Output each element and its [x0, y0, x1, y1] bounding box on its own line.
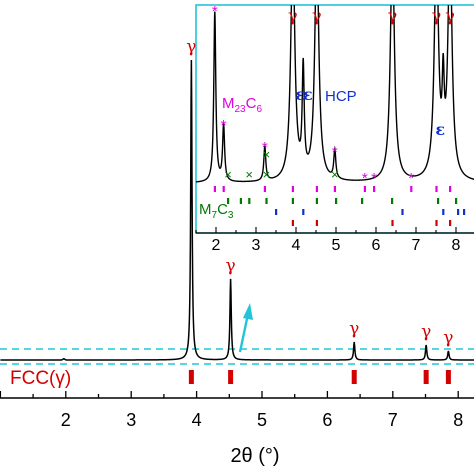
inset-ref-mark-m7c3-10	[455, 198, 458, 204]
inset-ref-mark-m7c3-4	[291, 198, 294, 204]
inset-peak-label-2: *	[262, 139, 268, 156]
inset-ref-mark-m23c6-2	[263, 186, 266, 192]
peak-label-gamma-0: γ	[186, 37, 196, 57]
fcc-ref-bar-1	[228, 370, 234, 384]
inset-ref-mark-hcp-5	[463, 209, 466, 215]
inset-spectrum-line	[196, 5, 474, 183]
inset-ref-mark-hcp-1	[302, 209, 305, 215]
inset-peak-label-8: γ	[432, 6, 442, 25]
inset-peak-label-0: *	[212, 3, 218, 20]
fcc-ref-bar-3	[423, 370, 429, 384]
inset-ref-mark-m7c3-3	[265, 198, 268, 204]
inset-ref-mark-hcp-3	[442, 209, 445, 215]
inset-ref-mark-fcc-4	[449, 220, 452, 226]
inset-ref-mark-hcp-0	[275, 209, 278, 215]
inset-ref-mark-m7c3-6	[335, 198, 338, 204]
inset-x-tick-label: 5	[332, 237, 341, 254]
inset-peak-label-3: γ	[288, 6, 298, 25]
inset-ref-mark-fcc-3	[435, 220, 438, 226]
inset-marker-4: *	[362, 170, 368, 187]
inset-ref-mark-hcp-4	[457, 209, 460, 215]
inset-peak-label-10: γ	[445, 6, 455, 25]
inset-ref-mark-m23c6-8	[410, 186, 413, 192]
inset-frame	[195, 4, 474, 234]
inset-x-tick-label: 2	[212, 237, 221, 254]
zoom-arrow-shaft	[238, 313, 250, 353]
x-axis-title: 2θ (°)	[230, 445, 279, 467]
inset-ref-mark-fcc-2	[391, 220, 394, 226]
inset-marker-6: *	[408, 170, 414, 187]
inset-peak-label-epsilon-9: ε	[435, 120, 445, 139]
x-tick-label: 3	[126, 410, 136, 430]
spectrum-line	[0, 59, 474, 361]
inset-marker-extra-x: ×	[263, 147, 271, 162]
inset-ref-mark-m7c3-8	[391, 198, 394, 204]
label-m23c6: M23C6	[222, 95, 262, 115]
inset-x-tick-label: 6	[372, 237, 381, 254]
peak-label-gamma-2: γ	[349, 319, 359, 339]
x-tick-label: 5	[257, 410, 267, 430]
inset-ref-mark-m7c3-9	[437, 198, 440, 204]
inset-peak-label-1: *	[221, 117, 227, 134]
inset-marker-1: ×	[245, 167, 253, 182]
inset-peak-label-5: γ	[312, 6, 322, 25]
inset-x-tick-label: 3	[252, 237, 261, 254]
inset-marker-0: ×	[224, 167, 232, 182]
inset-marker-5: *	[371, 170, 377, 187]
inset-peak-label-epsilon-4: ε	[295, 85, 305, 104]
label-m7c3: M7C3	[199, 201, 234, 221]
x-tick-label: 2	[61, 410, 71, 430]
fcc-ref-bar-4	[445, 370, 451, 384]
inset-ref-mark-m7c3-2	[248, 198, 251, 204]
x-tick-label: 7	[388, 410, 398, 430]
inset-ref-mark-m23c6-3	[291, 186, 294, 192]
inset-marker-3: ×	[331, 167, 339, 182]
x-tick-label: 8	[453, 410, 463, 430]
inset-ref-mark-fcc-0	[291, 220, 294, 226]
inset-x-tick-label: 7	[412, 237, 421, 254]
inset-ref-mark-hcp-2	[401, 209, 404, 215]
fcc-ref-bar-2	[351, 370, 357, 384]
inset-ref-mark-m23c6-6	[363, 186, 366, 192]
peak-label-gamma-3: γ	[421, 322, 431, 342]
inset-ref-mark-m23c6-5	[333, 186, 336, 192]
inset-marker-2: ×	[263, 167, 271, 182]
inset-peak-label-7: γ	[388, 6, 398, 25]
label-hcp: HCP	[325, 88, 357, 105]
inset-ref-mark-m23c6-9	[435, 186, 438, 192]
inset-x-tick-label: 8	[452, 237, 461, 254]
inset-x-tick-label: 4	[292, 237, 301, 254]
inset-ref-mark-fcc-1	[315, 220, 318, 226]
peak-label-gamma-1: γ	[226, 256, 236, 276]
inset-ref-mark-m7c3-0	[227, 198, 230, 204]
inset-peak-label-6: *	[332, 144, 338, 161]
inset-ref-mark-m23c6-4	[315, 186, 318, 192]
inset-ref-mark-m7c3-1	[239, 198, 242, 204]
fcc-ref-bar-0	[188, 370, 194, 384]
x-tick-label: 6	[322, 410, 332, 430]
inset-ref-mark-m23c6-10	[449, 186, 452, 192]
zoom-arrow-head	[243, 303, 253, 320]
inset-ref-mark-m7c3-5	[315, 198, 318, 204]
inset-ref-mark-m7c3-7	[361, 198, 364, 204]
x-tick-label: 4	[192, 410, 202, 430]
inset-ref-mark-m23c6-1	[222, 186, 225, 192]
inset-ref-mark-m23c6-7	[373, 186, 376, 192]
peak-label-gamma-4: γ	[443, 328, 453, 348]
inset-ref-mark-m23c6-0	[213, 186, 216, 192]
fcc-gamma-label: FCC(γ)	[10, 368, 71, 389]
hcp-epsilon-symbol: ε	[303, 85, 313, 104]
